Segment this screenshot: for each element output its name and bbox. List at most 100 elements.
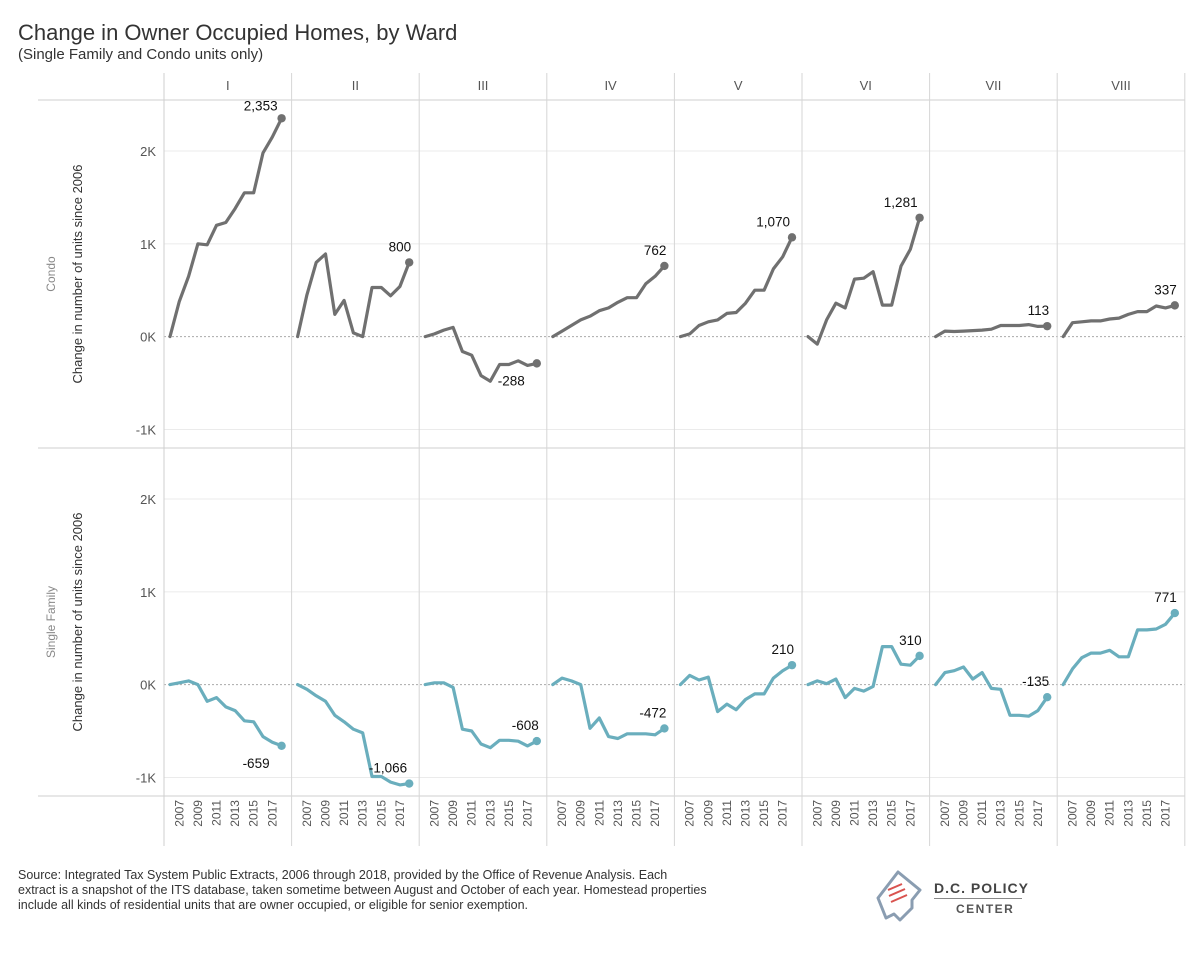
x-tick-label: 2007 [683, 800, 697, 827]
x-tick-label: 2013 [356, 800, 370, 827]
x-tick-label: 2011 [337, 800, 351, 826]
x-tick-label: 2017 [903, 800, 917, 827]
small-multiples-chart: 2K 1K 0K -1K Condo Change in number of units … [38, 73, 1186, 846]
end-value-label: 2,353 [244, 98, 278, 113]
series-line-ward-vii [933, 323, 1049, 339]
series-line-ward-vi [806, 644, 922, 700]
y-axis-label: Change in number of units since 2006 [70, 513, 85, 732]
x-tick-label: 2015 [757, 800, 771, 827]
x-tick-label: 2013 [994, 800, 1008, 827]
ward-header: III [478, 78, 489, 93]
x-tick-label: 2009 [829, 800, 843, 827]
x-tick-label: 2007 [938, 800, 952, 827]
ward-header: VI [860, 78, 872, 93]
series-line-ward-iv [551, 676, 667, 741]
y-tick-label: 0K [140, 678, 156, 693]
end-point-marker [1043, 321, 1052, 331]
x-tick-label: 2015 [630, 800, 644, 827]
series-line-ward-i [168, 116, 284, 339]
row-label: Single Family [44, 586, 58, 658]
x-tick-label: 2009 [319, 800, 333, 827]
ward-header: V [734, 78, 743, 93]
x-tick-label: 2011 [210, 800, 224, 826]
x-tick-label: 2009 [574, 800, 588, 827]
x-tick-label: 2017 [1031, 800, 1045, 827]
x-tick-label: 2015 [1012, 800, 1026, 827]
x-tick-label: 2007 [810, 800, 824, 827]
end-value-label: 210 [771, 642, 794, 657]
x-tick-label: 2007 [428, 800, 442, 827]
x-tick-label: 2017 [393, 800, 407, 827]
end-point-marker [277, 741, 286, 750]
end-point-marker [532, 736, 541, 746]
chart-title: Change in Owner Occupied Homes, by Ward [18, 20, 458, 45]
x-tick-label: 2017 [648, 800, 662, 827]
end-value-label: -472 [639, 705, 666, 720]
x-tick-label: 2011 [720, 800, 734, 826]
x-tick-label: 2013 [483, 800, 497, 827]
end-value-label: 1,070 [756, 214, 790, 229]
y-axis-label: Change in number of units since 2006 [70, 165, 85, 384]
end-value-label: 113 [1028, 303, 1050, 318]
end-point-marker [405, 779, 414, 788]
ward-header: VII [985, 78, 1001, 93]
ward-header: VIII [1111, 78, 1131, 93]
end-point-marker [915, 213, 924, 222]
x-tick-label: 2011 [1103, 800, 1117, 826]
ward-header: IV [604, 78, 617, 93]
series-line-ward-i [168, 679, 284, 748]
end-value-label: 337 [1154, 282, 1177, 297]
series-line-ward-iii [423, 681, 539, 750]
ward-header: II [352, 78, 359, 93]
end-value-label: -1,066 [369, 761, 407, 776]
series-line-ward-viii [1061, 611, 1177, 687]
series-line-ward-vi [806, 216, 922, 346]
y-tick-label: 1K [140, 237, 156, 252]
y-tick-label: 0K [140, 330, 156, 345]
x-tick-label: 2007 [172, 800, 186, 827]
end-point-marker [660, 724, 669, 733]
series-line-ward-iii [423, 325, 539, 383]
x-tick-label: 2009 [701, 800, 715, 827]
y-tick-label: 1K [140, 585, 156, 600]
x-tick-label: 2015 [502, 800, 516, 827]
series-line-ward-v [678, 663, 794, 714]
end-point-marker [1170, 608, 1180, 618]
ward-header: I [226, 78, 230, 93]
x-tick-label: 2013 [866, 800, 880, 827]
x-tick-label: 2017 [265, 800, 279, 827]
series-line-ward-viii [1061, 303, 1177, 339]
end-value-label: -288 [498, 373, 525, 388]
x-tick-label: 2007 [1066, 800, 1080, 827]
end-point-marker [1043, 692, 1052, 702]
x-tick-label: 2011 [975, 800, 989, 826]
x-tick-label: 2013 [1121, 800, 1135, 827]
y-tick-label: 2K [140, 492, 156, 507]
x-tick-label: 2017 [776, 800, 790, 827]
y-tick-label: -1K [136, 422, 157, 437]
end-value-label: 762 [644, 243, 667, 258]
end-point-marker [1170, 301, 1180, 310]
x-tick-label: 2013 [611, 800, 625, 827]
end-value-label: 800 [389, 239, 412, 254]
x-tick-label: 2009 [446, 800, 460, 827]
logo-divider [934, 898, 1022, 899]
x-tick-label: 2007 [300, 800, 314, 827]
dc-map-icon [876, 870, 922, 922]
series-line-ward-ii [296, 682, 411, 787]
row-label: Condo [44, 256, 58, 292]
end-point-marker [787, 660, 797, 670]
chart-subtitle: (Single Family and Condo units only) [18, 46, 264, 63]
end-value-label: 1,281 [884, 195, 918, 210]
x-tick-label: 2009 [191, 800, 205, 827]
end-point-marker [405, 258, 414, 267]
dc-policy-center-logo: D.C. POLICY CENTER [872, 868, 1032, 928]
x-tick-label: 2011 [465, 800, 479, 826]
x-tick-label: 2011 [592, 800, 606, 826]
end-value-label: 771 [1154, 590, 1177, 605]
y-tick-label: 2K [140, 144, 156, 159]
end-value-label: -135 [1022, 674, 1049, 689]
x-tick-label: 2009 [957, 800, 971, 827]
x-tick-label: 2015 [374, 800, 388, 827]
y-tick-label: -1K [136, 770, 157, 785]
